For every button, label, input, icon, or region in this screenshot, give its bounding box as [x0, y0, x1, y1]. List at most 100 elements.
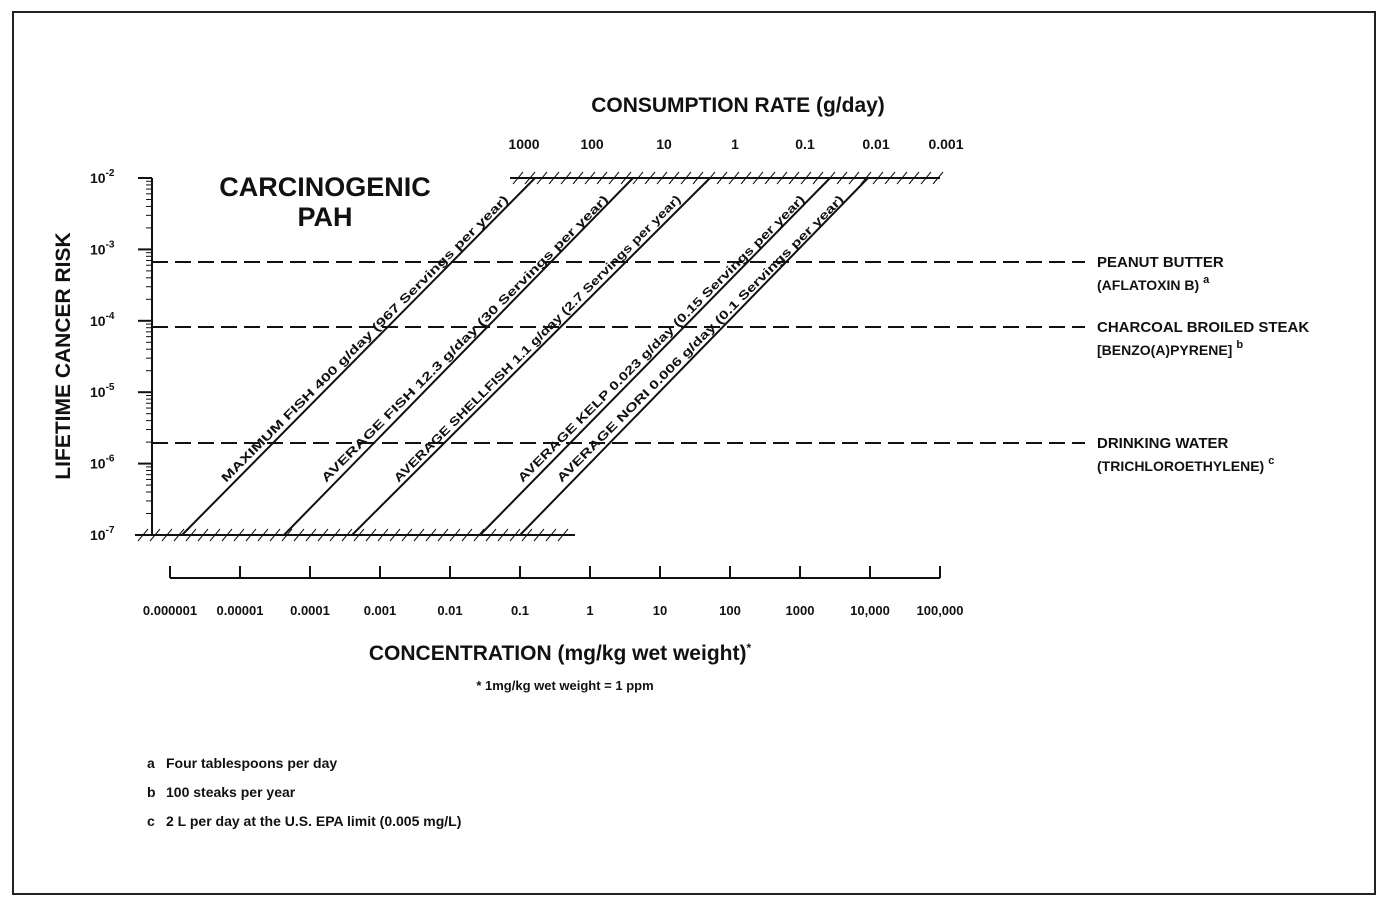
- y-tick-label: 10-5: [90, 382, 115, 400]
- hatch: [620, 171, 632, 185]
- tick-exponent: -5: [106, 382, 115, 393]
- hatch: [512, 171, 524, 185]
- hatch: [920, 171, 932, 185]
- hatch: [545, 528, 557, 542]
- bottom-tick-label: 1000: [786, 603, 815, 618]
- reference-note: c: [1268, 455, 1274, 467]
- tick-base: 10: [90, 313, 106, 329]
- hatch: [884, 171, 896, 185]
- top-tick-label: 0.01: [862, 136, 889, 152]
- hatch: [692, 171, 704, 185]
- line-label: AVERAGE SHELLFISH 1.1 g/day (2.7 Serving…: [391, 192, 684, 485]
- hatch: [548, 171, 560, 185]
- hatch: [485, 528, 497, 542]
- tick-base: 10: [90, 456, 106, 472]
- hatch: [812, 171, 824, 185]
- hatch: [740, 171, 752, 185]
- tick-base: 10: [90, 241, 106, 257]
- tick-exponent: -4: [106, 311, 115, 322]
- hatch: [680, 171, 692, 185]
- title: CARCINOGENIC: [219, 172, 431, 202]
- tick-exponent: -2: [106, 168, 115, 179]
- hatch: [848, 171, 860, 185]
- hatch: [257, 528, 269, 542]
- top-tick-label: 0.1: [795, 136, 815, 152]
- hatch: [752, 171, 764, 185]
- y-tick-label: 10-7: [90, 525, 115, 543]
- hatch: [716, 171, 728, 185]
- hatch: [509, 528, 521, 542]
- hatch: [644, 171, 656, 185]
- bottom-tick-label: 10: [653, 603, 667, 618]
- tick-base: 10: [90, 384, 106, 400]
- tick-exponent: -7: [106, 525, 115, 536]
- footnote-text: 100 steaks per year: [166, 784, 296, 800]
- hatch: [221, 528, 233, 542]
- hatch: [932, 171, 944, 185]
- bottom-tick-label: 1: [586, 603, 593, 618]
- hatch: [329, 528, 341, 542]
- hatch: [800, 171, 812, 185]
- reference-name: PEANUT BUTTER: [1097, 254, 1224, 271]
- footnote-text: Four tablespoons per day: [166, 755, 337, 771]
- reference-detail: (TRICHLOROETHYLENE): [1097, 458, 1264, 474]
- hatch: [836, 171, 848, 185]
- top-tick-label: 100: [580, 136, 604, 152]
- hatch: [497, 528, 509, 542]
- hatch: [764, 171, 776, 185]
- tick-base: 10: [90, 170, 106, 186]
- hatch: [377, 528, 389, 542]
- tick-exponent: -6: [106, 454, 115, 465]
- top-axis-title: CONSUMPTION RATE (g/day): [591, 94, 885, 117]
- hatch: [389, 528, 401, 542]
- reference-detail: (TRICHLOROETHYLENE) c: [1097, 455, 1274, 474]
- bottom-axis-title: CONCENTRATION (mg/kg wet weight): [369, 642, 747, 665]
- hatch: [437, 528, 449, 542]
- hatch: [536, 171, 548, 185]
- hatch: [341, 528, 353, 542]
- hatch: [197, 528, 209, 542]
- hatch: [245, 528, 257, 542]
- top-tick-label: 10: [656, 136, 672, 152]
- hatch: [776, 171, 788, 185]
- consumption-line: [283, 177, 634, 536]
- bottom-tick-label: 100: [719, 603, 741, 618]
- left-axis-title: LIFETIME CANCER RISK: [52, 232, 75, 479]
- hatch: [668, 171, 680, 185]
- footnote-key: c: [147, 813, 155, 829]
- hatch: [788, 171, 800, 185]
- tick-exponent: -3: [106, 239, 115, 250]
- hatch: [269, 528, 281, 542]
- hatch: [365, 528, 377, 542]
- top-tick-label: 0.001: [928, 136, 963, 152]
- bottom-tick-label: 100,000: [917, 603, 964, 618]
- hatch: [353, 528, 365, 542]
- top-tick-label: 1000: [508, 136, 539, 152]
- reference-detail: (AFLATOXIN B) a: [1097, 274, 1210, 293]
- y-tick-label: 10-3: [90, 239, 115, 257]
- hatch: [473, 528, 485, 542]
- hatch: [608, 171, 620, 185]
- reference-name: CHARCOAL BROILED STEAK: [1097, 319, 1309, 336]
- hatch: [149, 528, 161, 542]
- hatch: [572, 171, 584, 185]
- bottom-tick-label: 0.01: [437, 603, 462, 618]
- y-tick-label: 10-4: [90, 311, 115, 329]
- hatch: [533, 528, 545, 542]
- reference-detail: [BENZO(A)PYRENE]: [1097, 342, 1232, 358]
- tick-base: 10: [90, 527, 106, 543]
- hatch: [173, 528, 185, 542]
- hatch: [557, 528, 569, 542]
- bottom-tick-label: 0.0001: [290, 603, 330, 618]
- bottom-tick-label: 0.000001: [143, 603, 197, 618]
- hatch: [293, 528, 305, 542]
- hatch: [860, 171, 872, 185]
- title: PAH: [297, 202, 352, 232]
- title-mark: *: [746, 641, 751, 655]
- hatch: [209, 528, 221, 542]
- top-tick-label: 1: [731, 136, 739, 152]
- hatch: [896, 171, 908, 185]
- footnote-key: a: [147, 755, 155, 771]
- hatch: [596, 171, 608, 185]
